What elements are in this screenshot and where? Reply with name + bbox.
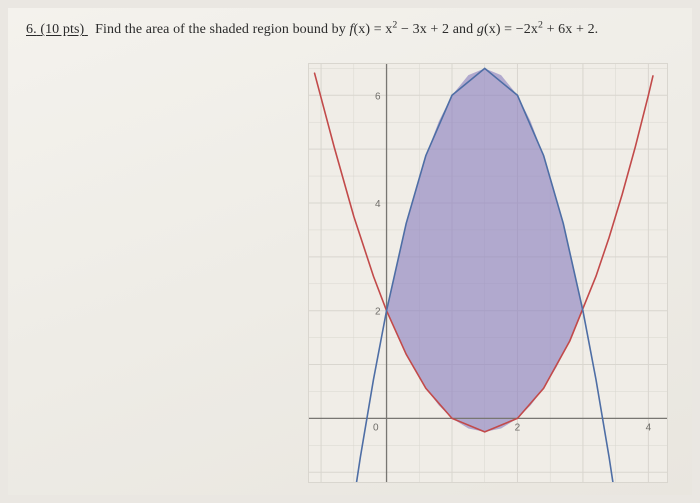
- svg-text:2: 2: [515, 422, 521, 433]
- question-text: 6. (10 pts) Find the area of the shaded …: [26, 22, 674, 38]
- chart-region: 0 2 4 2 4 6: [308, 63, 668, 483]
- svg-text:4: 4: [646, 422, 652, 433]
- svg-text:0: 0: [373, 422, 379, 433]
- g-function-name: g: [477, 22, 484, 37]
- svg-text:2: 2: [375, 307, 381, 318]
- svg-text:6: 6: [375, 91, 381, 102]
- question-prompt: Find the area of the shaded region bound…: [95, 22, 349, 37]
- question-number: 6. (10 pts): [26, 22, 88, 37]
- svg-text:4: 4: [375, 199, 381, 210]
- chart-svg: 0 2 4 2 4 6: [308, 63, 668, 483]
- page-surface: 6. (10 pts) Find the area of the shaded …: [8, 8, 692, 495]
